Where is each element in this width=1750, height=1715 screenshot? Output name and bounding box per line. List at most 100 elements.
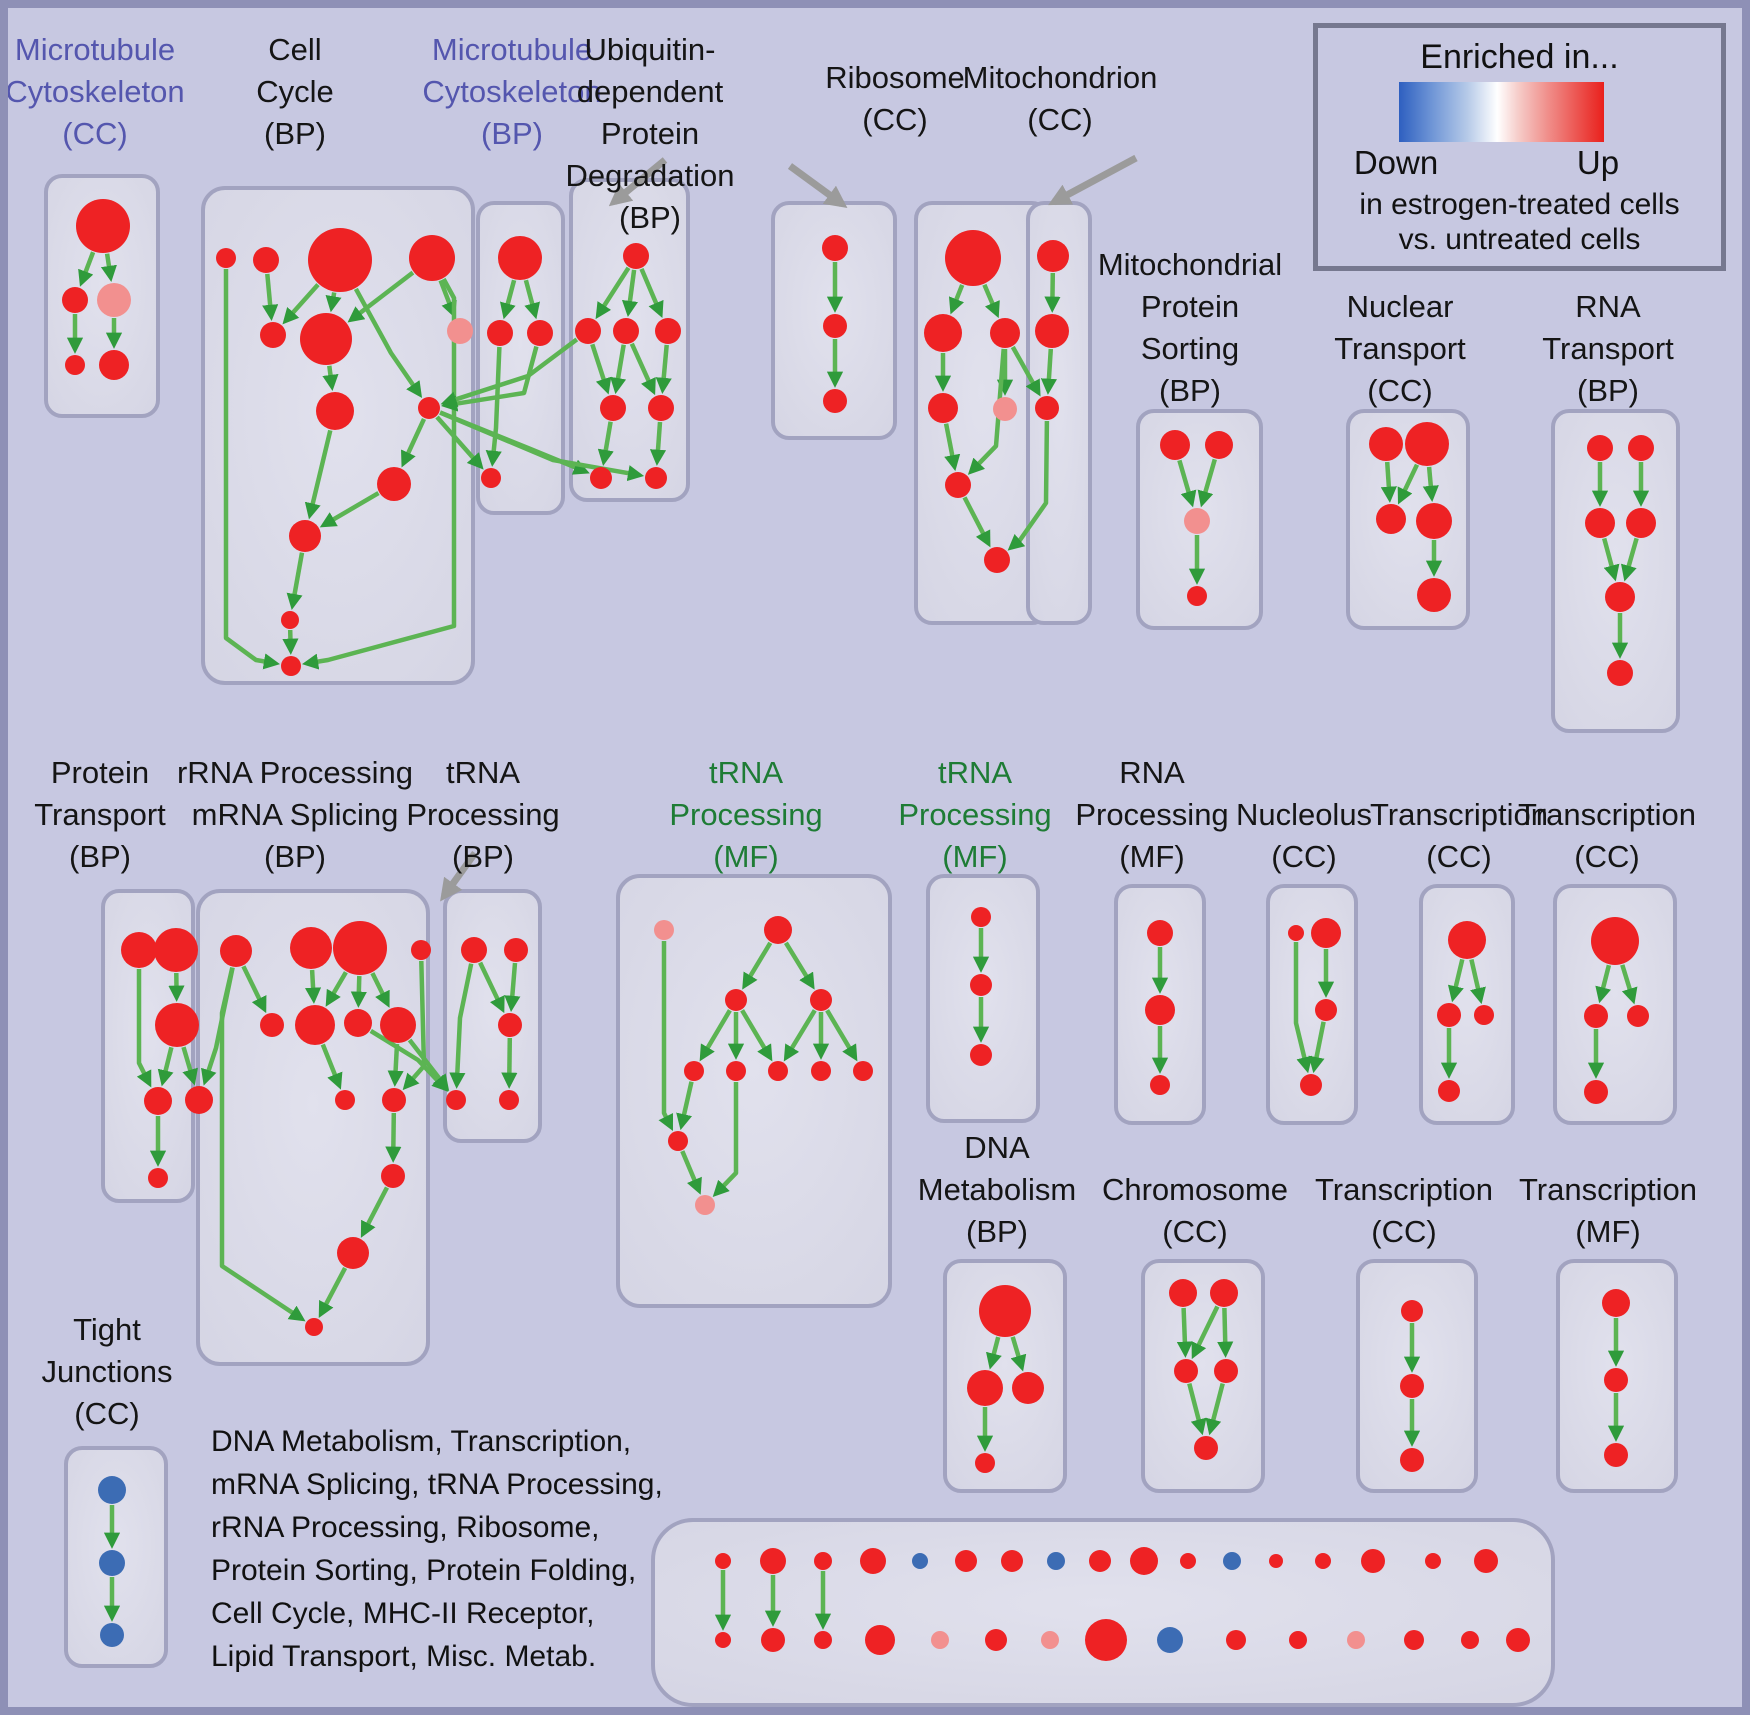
group-label-line: Chromosome	[1101, 1172, 1289, 1207]
go-term-node	[1147, 920, 1173, 946]
group-label-line: Tight	[73, 1312, 141, 1347]
go-term-node	[281, 611, 299, 629]
go-term-node	[1085, 1619, 1127, 1661]
relation-arrow	[440, 337, 579, 408]
group-label-trna-processing-mf-large: tRNA Processing (MF)	[669, 752, 822, 878]
relation-arrow	[595, 266, 631, 320]
go-term-node	[1416, 503, 1452, 539]
go-term-node	[1001, 1550, 1023, 1572]
go-term-node	[447, 318, 473, 344]
go-term-node	[1605, 582, 1635, 612]
relation-arrow	[1010, 345, 1041, 397]
group-label-mitochondrial-protein-sorting-bp: Mitochondrial Protein Sorting (BP)	[1098, 244, 1282, 412]
group-label-line: Microtubule	[431, 32, 593, 67]
relation-arrow	[1044, 272, 1061, 313]
relation-arrow	[181, 1046, 198, 1086]
go-term-node	[1315, 999, 1337, 1021]
group-label-ubiquitin-dependent-protein-degradation-bp: Ubiquitin-dependent Protein Degradation (BP…	[566, 29, 735, 239]
group-label-line: Cycle	[256, 74, 334, 109]
go-term-node	[979, 1285, 1031, 1337]
go-term-node	[300, 313, 352, 365]
go-term-node	[308, 228, 372, 292]
go-term-node	[1157, 1627, 1183, 1653]
summary-line: DNA Metabolism, Transcription,	[211, 1425, 632, 1458]
relation-arrow	[967, 348, 1006, 475]
go-term-node	[487, 320, 513, 346]
go-term-node	[381, 1164, 405, 1188]
go-term-node	[1448, 921, 1486, 959]
relation-arrow	[597, 421, 614, 466]
group-label-line: Nuclear	[1346, 289, 1454, 324]
go-term-node	[1506, 1628, 1530, 1652]
network-canvas	[44, 154, 1680, 1707]
relation-arrow	[982, 283, 1000, 319]
legend-up-label: Up	[1576, 144, 1620, 181]
relation-arrow	[1040, 348, 1058, 395]
group-label-line: Junctions	[41, 1354, 173, 1389]
go-term-node	[764, 916, 792, 944]
go-term-node	[1604, 1443, 1628, 1467]
go-term-node	[575, 318, 601, 344]
go-term-node	[1223, 1552, 1241, 1570]
relation-arrow	[136, 969, 152, 1088]
relation-arrow	[78, 251, 96, 287]
group-label-line: (BP)	[1576, 373, 1639, 408]
go-term-node	[99, 350, 129, 380]
legend-gradient-bar	[1399, 82, 1604, 142]
go-term-node	[1602, 1289, 1630, 1317]
go-term-node	[1584, 1080, 1608, 1104]
summary-line: Lipid Transport, Misc. Metab.	[211, 1640, 597, 1673]
go-term-node	[65, 355, 85, 375]
go-term-node	[814, 1552, 832, 1570]
go-term-node	[1180, 1553, 1196, 1569]
go-term-node	[1012, 1372, 1044, 1404]
relation-arrow	[501, 1037, 518, 1089]
go-term-node	[1205, 431, 1233, 459]
group-label-line: Microtubule	[14, 32, 176, 67]
label-pointer-arrow	[608, 157, 668, 207]
go-term-node	[1035, 314, 1069, 348]
go-term-node	[1369, 427, 1403, 461]
relation-arrow	[262, 273, 279, 321]
summary-line: rRNA Processing, Ribosome,	[211, 1511, 600, 1544]
group-label-line: Mitochondrial	[1097, 247, 1283, 282]
go-term-node	[498, 236, 542, 280]
go-term-node	[260, 1013, 284, 1037]
relation-arrow	[478, 961, 505, 1014]
relation-arrow	[282, 283, 320, 325]
group-label-line: (BP)	[263, 116, 326, 151]
relation-arrow	[1620, 964, 1638, 1005]
relation-arrow	[740, 1009, 773, 1062]
relation-arrow	[325, 971, 348, 1007]
group-label-line: (BP)	[1159, 373, 1221, 408]
go-term-node	[695, 1195, 715, 1215]
group-label-line: (MF)	[1119, 839, 1185, 874]
go-term-node	[148, 1168, 168, 1188]
relation-arrow	[1177, 459, 1197, 508]
group-label-rna-processing-mf: RNA Processing (MF)	[1075, 752, 1228, 878]
go-term-node	[337, 1237, 369, 1269]
group-label-line: tRNA	[708, 755, 784, 790]
go-term-node	[768, 1061, 788, 1081]
go-term-node	[1300, 1074, 1322, 1096]
label-pointer-arrow	[440, 850, 478, 902]
relation-arrow	[948, 284, 965, 315]
group-label-trna-processing-mf-small: tRNA Processing (MF)	[898, 752, 1051, 878]
group-label-protein-transport-bp: Protein Transport (BP)	[34, 752, 166, 878]
group-label-line: Processing	[898, 797, 1052, 832]
relation-arrow	[986, 1336, 1002, 1370]
group-label-line: rRNA Processing	[176, 755, 414, 790]
go-term-node	[1035, 396, 1059, 420]
group-label-line: Processing	[1075, 797, 1229, 832]
relation-arrow	[320, 1043, 343, 1090]
go-term-node	[1187, 586, 1207, 606]
relation-arrow	[680, 1150, 702, 1195]
group-label-line: (CC)	[62, 116, 128, 151]
relation-arrow	[435, 415, 484, 470]
go-term-node	[1347, 1631, 1365, 1649]
group-label-line: tRNA	[445, 755, 521, 790]
group-label-line: Mitochondrion	[962, 60, 1158, 95]
group-label-line: Processing	[669, 797, 823, 832]
go-term-node	[62, 287, 88, 313]
group-label-line: (BP)	[619, 200, 681, 235]
